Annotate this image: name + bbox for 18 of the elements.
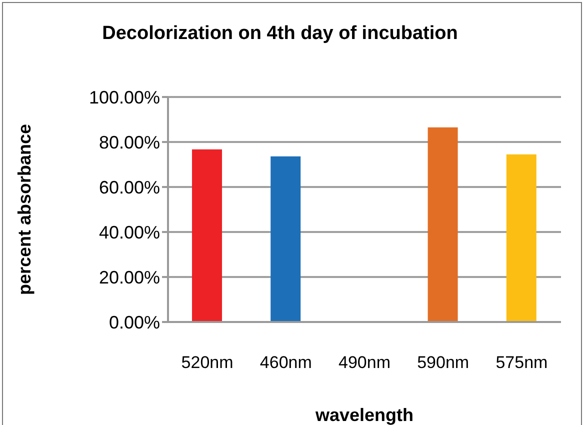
bar (270, 156, 301, 322)
y-tick-label: 0.00% (108, 312, 160, 332)
chart-title: Decolorization on 4th day of incubation (101, 22, 459, 45)
x-tick-label: 590nm (417, 353, 470, 372)
x-tick-label: 490nm (338, 353, 390, 372)
bar (192, 149, 222, 322)
y-tick-label: 60.00% (98, 177, 160, 198)
bar (428, 127, 458, 322)
y-tick-label: 20.00% (98, 267, 160, 288)
bar (506, 154, 536, 322)
y-tick-label: 100.00% (88, 87, 160, 108)
y-tick-label: 40.00% (98, 222, 160, 242)
y-tick-label: 80.00% (98, 132, 160, 152)
x-tick-label: 575nm (496, 353, 548, 372)
x-tick-label: 460nm (260, 353, 312, 372)
y-axis-title: percent absorbance (14, 124, 34, 296)
x-axis-title: wavelength (314, 405, 414, 425)
x-tick-label: 520nm (181, 353, 234, 372)
